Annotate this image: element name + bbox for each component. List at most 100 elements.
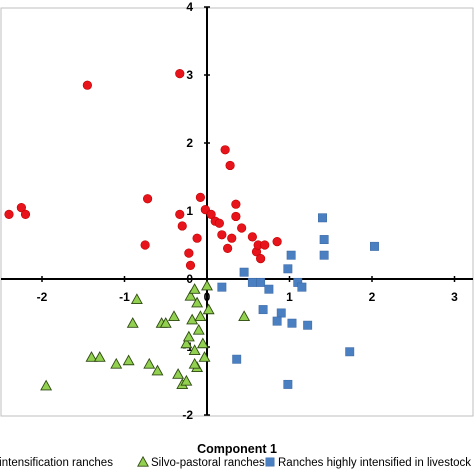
data-point-square bbox=[272, 316, 282, 326]
y-tick-label: 3 bbox=[186, 68, 193, 82]
series-1-points bbox=[4, 69, 282, 271]
data-point-circle bbox=[272, 237, 282, 247]
data-point-triangle bbox=[143, 357, 156, 369]
legend-label: um intensification ranches bbox=[0, 457, 113, 469]
data-point-circle bbox=[260, 240, 270, 250]
data-point-triangle bbox=[202, 303, 215, 315]
legend: um intensification ranches Silvo-pastoral… bbox=[0, 455, 474, 469]
data-point-triangle bbox=[188, 357, 201, 369]
data-point-circle bbox=[20, 209, 31, 219]
data-point-circle bbox=[140, 240, 150, 250]
data-point-circle bbox=[185, 260, 196, 271]
data-point-square bbox=[239, 267, 249, 277]
data-point-square bbox=[319, 235, 329, 245]
data-point-triangle bbox=[182, 330, 195, 342]
x-tick-label: -1 bbox=[119, 290, 130, 304]
y-tick-label: -2 bbox=[182, 408, 193, 422]
data-point-square bbox=[256, 277, 266, 287]
data-point-square bbox=[264, 284, 274, 294]
data-point-circle bbox=[237, 223, 247, 233]
y-tick-label: 2 bbox=[186, 136, 193, 150]
data-point-circle bbox=[4, 209, 14, 219]
data-point-circle bbox=[231, 199, 241, 209]
data-point-circle bbox=[192, 233, 202, 243]
data-point-square bbox=[258, 305, 268, 315]
series-2-points bbox=[40, 279, 251, 391]
y-tick-label: 0 bbox=[186, 272, 193, 286]
data-point-triangle bbox=[191, 296, 204, 308]
data-point-circle bbox=[177, 221, 187, 231]
data-point-triangle bbox=[172, 368, 185, 379]
data-point-triangle bbox=[40, 379, 53, 391]
data-point-triangle bbox=[192, 323, 205, 335]
x-tick-label: 2 bbox=[369, 290, 376, 304]
data-point-triangle bbox=[184, 289, 197, 301]
x-tick-label: -2 bbox=[37, 290, 48, 304]
data-point-triangle bbox=[188, 344, 201, 356]
data-point-circle bbox=[214, 218, 224, 228]
data-point-triangle bbox=[159, 317, 172, 328]
data-point-triangle bbox=[93, 351, 106, 362]
data-point-triangle bbox=[151, 364, 164, 376]
data-point-triangle bbox=[122, 354, 135, 366]
data-point-triangle bbox=[201, 279, 213, 291]
data-point-square bbox=[286, 250, 296, 260]
x-axis-label: Component 1 bbox=[197, 442, 277, 456]
data-point-square bbox=[319, 250, 329, 260]
data-point-circle bbox=[220, 145, 230, 155]
data-point-triangle bbox=[168, 310, 180, 322]
data-point-circle bbox=[82, 80, 92, 90]
data-point-square bbox=[283, 379, 293, 389]
legend-marker-triangle bbox=[137, 455, 149, 467]
x-tick-labels: -2 -1 0 1 2 3 bbox=[37, 290, 458, 304]
data-point-square bbox=[217, 282, 227, 292]
data-point-triangle bbox=[110, 357, 123, 369]
legend-label: Silvo-pastoral ranches bbox=[151, 457, 265, 469]
data-point-square bbox=[303, 320, 313, 330]
series-3-points bbox=[217, 213, 379, 389]
legend-marker-square bbox=[265, 457, 275, 467]
data-point-square bbox=[232, 354, 242, 364]
data-point-triangle bbox=[186, 313, 199, 325]
data-point-circle bbox=[184, 248, 194, 258]
x-tick-label: 1 bbox=[286, 290, 293, 304]
data-point-circle bbox=[195, 192, 205, 202]
data-point-circle bbox=[175, 209, 185, 219]
data-point-circle bbox=[227, 233, 237, 243]
axes bbox=[1, 6, 473, 416]
data-point-circle bbox=[247, 232, 257, 242]
data-point-square bbox=[318, 213, 327, 223]
data-point-triangle bbox=[85, 351, 98, 362]
data-point-square bbox=[370, 241, 379, 251]
y-tick-label: 1 bbox=[186, 204, 193, 218]
data-point-square bbox=[297, 282, 307, 292]
data-point-triangle bbox=[180, 337, 193, 349]
data-point-circle bbox=[143, 194, 153, 204]
data-point-triangle bbox=[188, 283, 201, 294]
data-point-circle bbox=[231, 211, 241, 222]
data-point-square bbox=[283, 264, 293, 274]
data-point-circle bbox=[223, 243, 233, 253]
data-point-circle bbox=[206, 209, 216, 219]
data-point-circle bbox=[256, 254, 266, 264]
data-point-triangle bbox=[180, 374, 193, 386]
data-point-square bbox=[287, 318, 297, 328]
data-point-circle bbox=[16, 203, 26, 213]
data-point-triangle bbox=[130, 293, 143, 305]
data-point-square bbox=[345, 347, 355, 357]
data-points bbox=[4, 69, 379, 391]
data-point-circle bbox=[217, 230, 227, 240]
data-point-circle bbox=[175, 69, 185, 79]
data-point-triangle bbox=[194, 310, 207, 322]
data-point-triangle bbox=[198, 351, 211, 362]
x-tick-label: 3 bbox=[451, 290, 458, 304]
data-point-circle bbox=[225, 160, 235, 171]
x-tick-label: 0 bbox=[204, 290, 211, 304]
y-tick-labels: -2-101234 bbox=[182, 0, 193, 422]
data-point-square bbox=[276, 308, 286, 318]
legend-label: Ranches highly intensified in livestock … bbox=[278, 457, 474, 469]
data-point-triangle bbox=[126, 317, 139, 328]
data-point-square bbox=[247, 277, 257, 287]
data-point-triangle bbox=[238, 310, 251, 322]
